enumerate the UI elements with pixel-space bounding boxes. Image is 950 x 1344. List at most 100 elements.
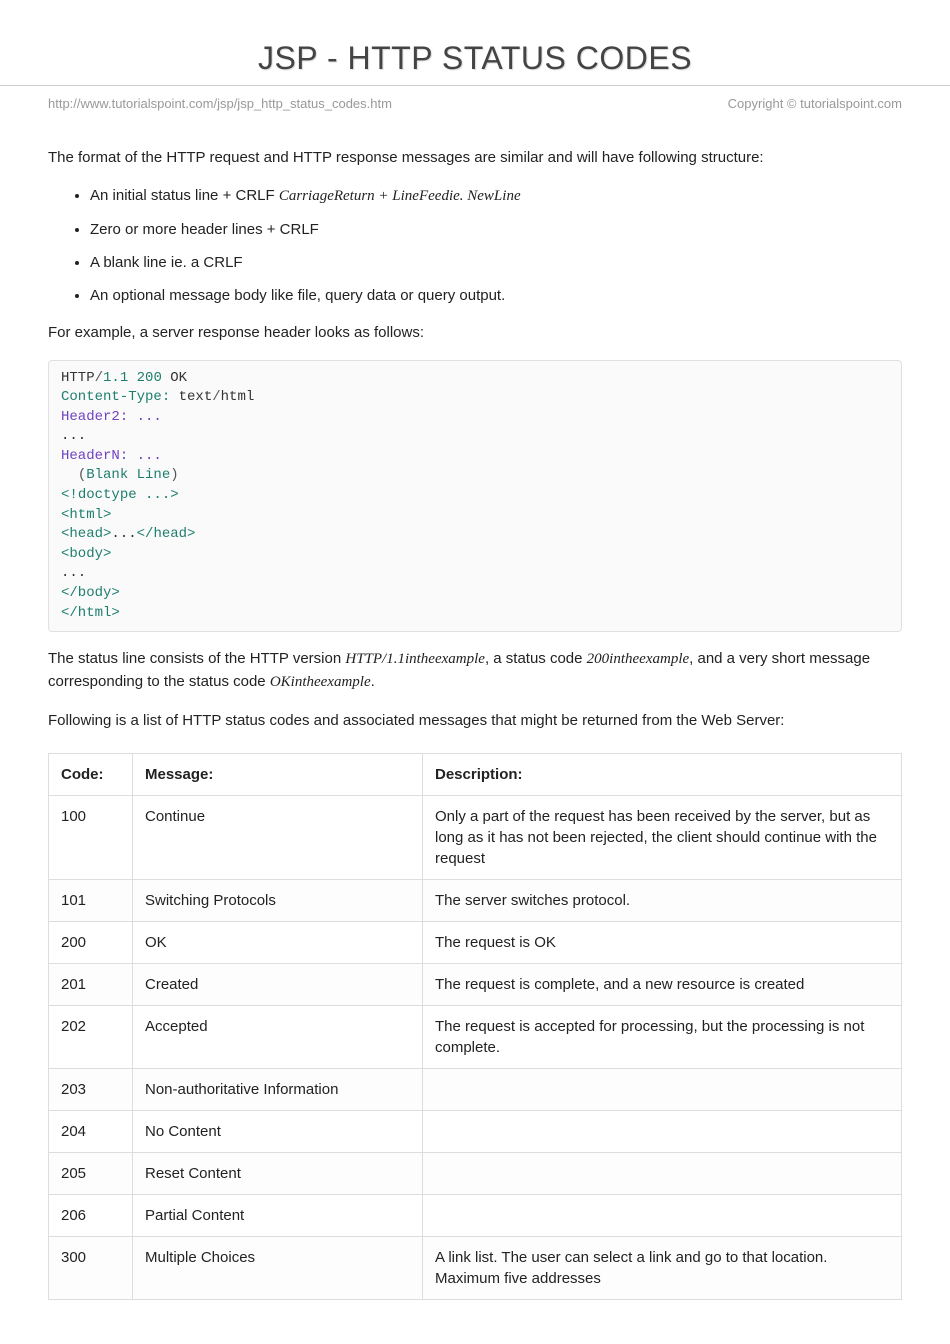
cell-code: 202 (49, 1006, 133, 1069)
cell-code: 300 (49, 1237, 133, 1300)
cell-message: No Content (133, 1111, 423, 1153)
source-url-link[interactable]: http://www.tutorialspoint.com/jsp/jsp_ht… (48, 96, 392, 111)
code-token: <html> (61, 507, 111, 523)
cell-message: Accepted (133, 1006, 423, 1069)
code-token: 200 (137, 370, 162, 386)
cell-code: 101 (49, 880, 133, 922)
cell-message: Switching Protocols (133, 880, 423, 922)
text-span: The status line consists of the HTTP ver… (48, 650, 345, 667)
cell-code: 205 (49, 1153, 133, 1195)
code-token: 1.1 (103, 370, 128, 386)
table-row: 300Multiple ChoicesA link list. The user… (49, 1237, 902, 1300)
content-body: The format of the HTTP request and HTTP … (0, 147, 950, 1300)
code-token: ( (78, 467, 86, 483)
table-header-message: Message: (133, 754, 423, 796)
code-token: Blank Line (86, 467, 170, 483)
intro-paragraph-1: The format of the HTTP request and HTTP … (48, 147, 902, 169)
cell-description (423, 1195, 902, 1237)
cell-message: Created (133, 964, 423, 1006)
code-token: </head> (137, 526, 196, 542)
code-token: ... (61, 565, 86, 581)
table-row: 200OKThe request is OK (49, 922, 902, 964)
cell-code: 206 (49, 1195, 133, 1237)
cell-message: Reset Content (133, 1153, 423, 1195)
text-span: , a status code (485, 650, 587, 667)
code-token: / (212, 389, 220, 405)
cell-code: 201 (49, 964, 133, 1006)
after-paragraph-1: The status line consists of the HTTP ver… (48, 648, 902, 694)
table-row: 204No Content (49, 1111, 902, 1153)
cell-code: 204 (49, 1111, 133, 1153)
list-item: An initial status line + CRLF CarriageRe… (90, 185, 902, 207)
cell-description: The request is accepted for processing, … (423, 1006, 902, 1069)
cell-description (423, 1069, 902, 1111)
status-codes-table: Code: Message: Description: 100ContinueO… (48, 753, 902, 1300)
table-header-row: Code: Message: Description: (49, 754, 902, 796)
cell-description: A link list. The user can select a link … (423, 1237, 902, 1300)
italic-span: OKintheexample (270, 674, 371, 690)
cell-message: OK (133, 922, 423, 964)
list-item-italic: CarriageReturn + LineFeedie. NewLine (279, 188, 521, 204)
code-token: <! (61, 487, 78, 503)
code-token: HTTP (61, 370, 95, 386)
code-token: > (170, 487, 178, 503)
italic-span: HTTP/1.1intheexample (345, 651, 485, 667)
after-paragraph-2: Following is a list of HTTP status codes… (48, 710, 902, 732)
list-item: An optional message body like file, quer… (90, 285, 902, 306)
cell-description: Only a part of the request has been rece… (423, 796, 902, 880)
cell-message: Multiple Choices (133, 1237, 423, 1300)
list-item: Zero or more header lines + CRLF (90, 219, 902, 240)
list-item-text: A blank line ie. a CRLF (90, 254, 243, 271)
cell-description: The request is complete, and a new resou… (423, 964, 902, 1006)
table-row: 206Partial Content (49, 1195, 902, 1237)
code-token: HeaderN: ... (61, 448, 162, 464)
cell-description: The request is OK (423, 922, 902, 964)
code-token: ... (61, 428, 86, 444)
table-row: 202AcceptedThe request is accepted for p… (49, 1006, 902, 1069)
page: JSP - HTTP STATUS CODES http://www.tutor… (0, 40, 950, 1300)
code-token: <body> (61, 546, 111, 562)
code-token: <head> (61, 526, 111, 542)
cell-description (423, 1111, 902, 1153)
code-token: OK (162, 370, 187, 386)
code-token (128, 370, 136, 386)
intro-paragraph-2: For example, a server response header lo… (48, 322, 902, 344)
list-item: A blank line ie. a CRLF (90, 252, 902, 273)
table-row: 100ContinueOnly a part of the request ha… (49, 796, 902, 880)
table-row: 201CreatedThe request is complete, and a… (49, 964, 902, 1006)
code-token: html (221, 389, 255, 405)
code-token: Content-Type: (61, 389, 170, 405)
cell-message: Partial Content (133, 1195, 423, 1237)
table-row: 205Reset Content (49, 1153, 902, 1195)
code-token: ) (170, 467, 178, 483)
cell-description (423, 1153, 902, 1195)
italic-span: 200intheexample (587, 651, 689, 667)
code-token: doctype ... (78, 487, 170, 503)
cell-code: 100 (49, 796, 133, 880)
copyright-text: Copyright © tutorialspoint.com (728, 96, 902, 111)
code-block: HTTP/1.1 200 OK Content-Type: text/html … (48, 360, 902, 633)
page-title: JSP - HTTP STATUS CODES (0, 40, 950, 86)
table-row: 203Non-authoritative Information (49, 1069, 902, 1111)
code-token: ... (111, 526, 136, 542)
code-token: </html> (61, 605, 120, 621)
subheader: http://www.tutorialspoint.com/jsp/jsp_ht… (0, 92, 950, 111)
cell-message: Non-authoritative Information (133, 1069, 423, 1111)
text-span: . (371, 673, 375, 690)
code-token: text (170, 389, 212, 405)
code-token: </body> (61, 585, 120, 601)
cell-description: The server switches protocol. (423, 880, 902, 922)
table-header-description: Description: (423, 754, 902, 796)
code-token: Header2: ... (61, 409, 162, 425)
cell-code: 200 (49, 922, 133, 964)
cell-code: 203 (49, 1069, 133, 1111)
code-token (61, 467, 78, 483)
cell-message: Continue (133, 796, 423, 880)
table-row: 101Switching ProtocolsThe server switche… (49, 880, 902, 922)
list-item-text: Zero or more header lines + CRLF (90, 221, 319, 238)
list-item-text: An optional message body like file, quer… (90, 287, 505, 304)
structure-list: An initial status line + CRLF CarriageRe… (48, 185, 902, 306)
table-header-code: Code: (49, 754, 133, 796)
list-item-text: An initial status line + CRLF (90, 187, 279, 204)
code-token: / (95, 370, 103, 386)
